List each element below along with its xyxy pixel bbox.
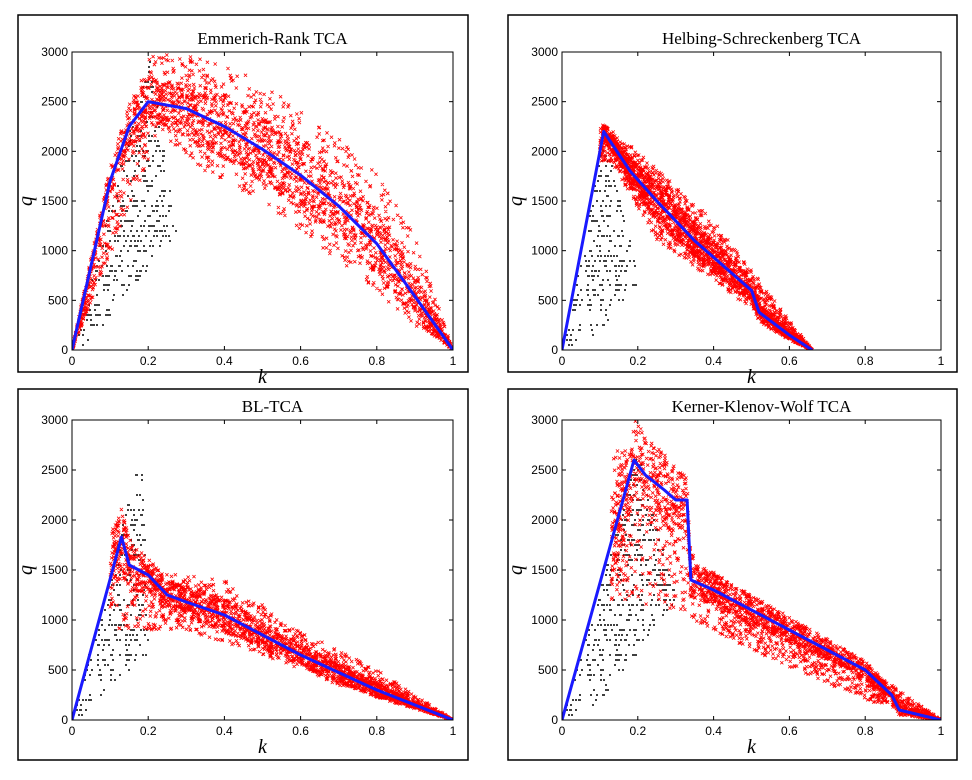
mean-flow-curve [72, 100, 453, 350]
data-layer [562, 420, 941, 720]
y-tick-label: 1000 [41, 613, 68, 627]
x-axis-label: k [258, 366, 268, 388]
y-tick-label: 0 [61, 343, 68, 357]
y-axis-label: q [505, 196, 527, 206]
x-tick-label: 0 [559, 354, 566, 368]
y-tick-label: 2500 [41, 95, 68, 109]
y-tick-label: 500 [48, 293, 68, 307]
x-axis-label: k [747, 736, 757, 758]
x-tick-label: 1 [450, 724, 457, 738]
chart-panel-4: 0 0.2 0.4 0.6 0.8 1 0 500 1000 1500 2000 2500 3000 Ke… [505, 388, 958, 761]
y-tick-label: 1500 [531, 194, 558, 208]
x-tick-label: 0 [559, 724, 566, 738]
x-tick-label: 0.4 [216, 724, 233, 738]
y-axis-label: q [15, 196, 37, 206]
y-axis-label: q [505, 565, 527, 575]
x-tick-label: 0 [69, 724, 76, 738]
x-tick-label: 1 [938, 724, 945, 738]
x-tick-label: 0.6 [781, 724, 798, 738]
x-tick-label: 0.8 [368, 354, 385, 368]
y-tick-label: 2000 [41, 513, 68, 527]
y-tick-label: 1500 [41, 194, 68, 208]
x-tick-label: 0.6 [292, 354, 309, 368]
y-tick-label: 3000 [531, 413, 558, 427]
chart-title: Kerner-Klenov-Wolf TCA [672, 397, 852, 416]
y-tick-label: 2000 [531, 144, 558, 158]
y-axis-label: q [15, 565, 37, 575]
y-tick-label: 2500 [41, 463, 68, 477]
y-tick-label: 3000 [41, 413, 68, 427]
congested-points [72, 53, 453, 350]
y-tick-label: 500 [538, 663, 558, 677]
y-tick-label: 2500 [531, 463, 558, 477]
data-layer [72, 53, 453, 350]
y-tick-label: 0 [551, 343, 558, 357]
x-tick-label: 0.2 [629, 354, 646, 368]
y-tick-label: 1000 [531, 244, 558, 258]
chart-title: Emmerich-Rank TCA [197, 29, 348, 48]
data-layer [562, 123, 814, 350]
chart-title: Helbing-Schreckenberg TCA [662, 29, 862, 48]
x-tick-label: 1 [450, 354, 457, 368]
chart-panel-1: 0 0.2 0.4 0.6 0.8 1 0 500 1000 1500 2000 2500 3000 Em… [15, 14, 469, 388]
congested-point-cloud [72, 53, 453, 350]
x-tick-label: 0.4 [705, 724, 722, 738]
x-tick-label: 0.8 [857, 354, 874, 368]
y-tick-label: 500 [48, 663, 68, 677]
panel-frame [17, 14, 469, 373]
x-tick-label: 0.2 [629, 724, 646, 738]
y-tick-label: 2000 [531, 513, 558, 527]
x-axis-label: k [258, 736, 268, 758]
free-flow-points [78, 61, 177, 346]
x-axis-label: k [747, 366, 757, 388]
y-tick-label: 1000 [41, 244, 68, 258]
y-tick-label: 1000 [531, 613, 558, 627]
y-tick-label: 1500 [41, 563, 68, 577]
x-tick-label: 0.4 [705, 354, 722, 368]
x-tick-label: 0.4 [216, 354, 233, 368]
chart-panel-3: 0 0.2 0.4 0.6 0.8 1 0 500 1000 1500 2000 2500 3000 BL… [15, 388, 469, 761]
y-tick-label: 2000 [41, 144, 68, 158]
chart-title: BL-TCA [242, 397, 304, 416]
y-tick-label: 3000 [531, 45, 558, 59]
free-flow-point-cloud [78, 61, 177, 346]
x-tick-label: 0.8 [368, 724, 385, 738]
mean-flow-curve [72, 535, 453, 720]
x-tick-label: 0.2 [140, 354, 157, 368]
mean-flow-curve [562, 458, 941, 720]
x-tick-label: 0.6 [292, 724, 309, 738]
y-tick-label: 500 [538, 293, 558, 307]
y-tick-label: 0 [61, 713, 68, 727]
data-layer [72, 474, 453, 720]
chart-panel-2: 0 0.2 0.4 0.6 0.8 1 0 500 1000 1500 2000 2500 3000 He… [505, 14, 958, 388]
x-tick-label: 0 [69, 354, 76, 368]
x-tick-label: 0.8 [857, 724, 874, 738]
y-tick-label: 0 [551, 713, 558, 727]
y-tick-label: 2500 [531, 95, 558, 109]
x-tick-label: 0.6 [781, 354, 798, 368]
x-tick-label: 1 [938, 354, 945, 368]
panel-frame [507, 14, 958, 373]
panel-frame [507, 388, 958, 761]
y-tick-label: 1500 [531, 563, 558, 577]
mean-flow-curve [562, 130, 813, 350]
y-tick-label: 3000 [41, 45, 68, 59]
x-tick-label: 0.2 [140, 724, 157, 738]
